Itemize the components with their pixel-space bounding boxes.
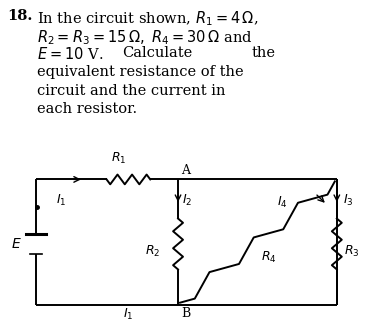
Text: $E$: $E$ — [11, 237, 22, 251]
Text: circuit and the current in: circuit and the current in — [37, 83, 225, 97]
Text: B: B — [181, 306, 190, 319]
Text: $I_2$: $I_2$ — [182, 193, 192, 208]
Text: $I_1$: $I_1$ — [123, 306, 134, 322]
Text: each resistor.: each resistor. — [37, 102, 137, 116]
Text: $I_1$: $I_1$ — [56, 193, 66, 208]
Text: $I_3$: $I_3$ — [343, 193, 353, 208]
Text: equivalent resistance of the: equivalent resistance of the — [37, 65, 244, 79]
Text: $I_4$: $I_4$ — [277, 195, 288, 210]
Text: $E = 10$ V.: $E = 10$ V. — [37, 46, 103, 62]
Text: A: A — [181, 165, 190, 177]
Text: $R_2$: $R_2$ — [145, 244, 160, 259]
Text: $R_2 = R_3 = 15\,\Omega,\ R_4 = 30\,\Omega$ and: $R_2 = R_3 = 15\,\Omega,\ R_4 = 30\,\Ome… — [37, 28, 253, 47]
Text: $R_1$: $R_1$ — [111, 151, 126, 166]
Text: the: the — [251, 46, 276, 60]
Text: In the circuit shown, $R_1 = 4\,\Omega$,: In the circuit shown, $R_1 = 4\,\Omega$, — [37, 9, 258, 28]
Text: Calculate: Calculate — [123, 46, 193, 60]
Text: $R_4$: $R_4$ — [261, 250, 277, 265]
Text: 18.: 18. — [7, 9, 33, 23]
Text: $R_3$: $R_3$ — [344, 244, 359, 259]
